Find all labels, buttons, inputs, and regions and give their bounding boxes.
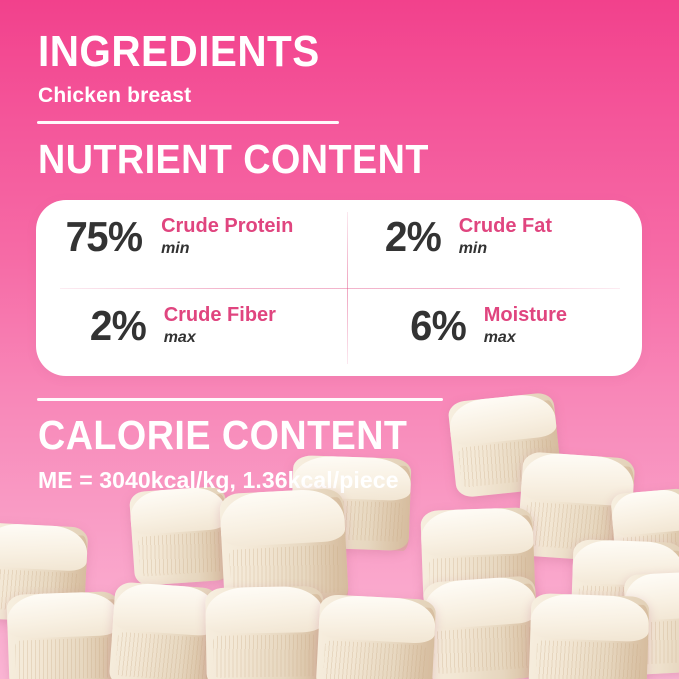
chicken-cube [108,581,220,679]
nutrient-content-heading: NUTRIENT CONTENT [38,136,429,182]
nutrient-label-group: Moisture max [484,303,567,347]
nutrient-label-group: Crude Fiber max [164,303,276,347]
nutrient-qualifier: max [163,328,196,346]
chicken-cube [528,592,650,679]
nutrient-row: 6% Moisture max [409,302,567,349]
nutrient-value: 2% [89,302,147,349]
chicken-cube [447,391,563,499]
chicken-cube [623,570,679,676]
nutrient-value: 75% [64,213,144,260]
card-horizontal-divider [60,288,620,289]
nutrient-label-group: Crude Fat min [459,214,552,258]
section-divider-top [37,121,339,124]
nutrient-qualifier: max [483,328,516,346]
nutrient-name: Crude Fiber [163,304,276,326]
nutrient-value: 2% [384,213,442,260]
nutrient-value: 6% [409,302,467,349]
nutrient-row: 2% Crude Fiber max [89,302,276,349]
chicken-cube [205,585,325,679]
nutrient-name: Moisture [483,304,568,326]
chicken-cube [315,594,437,679]
ingredients-heading: INGREDIENTS [38,27,320,76]
section-divider-bottom [37,398,443,401]
nutrient-qualifier: min [161,239,190,257]
calorie-content-value: ME = 3040kcal/kg, 1.36kcal/piece [38,467,399,493]
chicken-cube [516,451,636,563]
ingredients-list: Chicken breast [38,84,192,107]
chicken-cube [6,591,122,679]
nutrient-row: 2% Crude Fat min [384,213,552,260]
chicken-cube [420,507,536,611]
calorie-content-heading: CALORIE CONTENT [38,412,408,458]
card-vertical-divider [347,212,348,364]
chicken-cube [219,487,349,611]
nutrient-content-card: 75% Crude Protein min 2% Crude Fat min 2… [36,200,642,376]
chicken-cube [128,485,232,587]
nutrient-qualifier: min [458,239,488,257]
nutrient-row: 75% Crude Protein min [64,213,293,260]
nutrient-name: Crude Fat [458,215,553,237]
chicken-cube [610,487,679,587]
nutrient-label-group: Crude Protein min [161,214,293,258]
chicken-cube [0,522,89,624]
chicken-cube [422,575,542,679]
chicken-cube [570,539,679,639]
nutrient-name: Crude Protein [161,215,294,237]
